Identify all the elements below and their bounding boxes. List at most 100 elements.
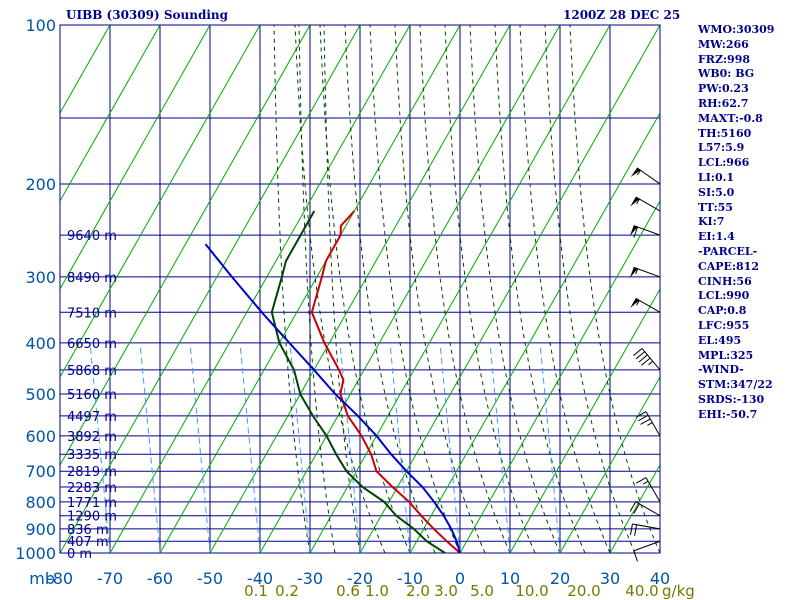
wind-barb-flag (629, 501, 637, 512)
index-item: KI:7 (698, 215, 725, 229)
wind-barb-flag (636, 411, 647, 418)
moist-adiabat-line (394, 25, 486, 553)
isotherm-line (109, 25, 411, 553)
wind-barb-pennant (630, 167, 641, 178)
temperature-tick-label: -80 (47, 569, 73, 588)
index-item: LCL:990 (698, 289, 750, 303)
wind-barb-pennant (630, 196, 640, 207)
wind-barb-flag (629, 523, 633, 536)
wind-barb-pennant (629, 225, 638, 237)
wind-barb (633, 540, 661, 562)
isotherm-line (60, 25, 261, 379)
temperature-tick-label: -60 (147, 569, 173, 588)
index-item: LFC:955 (698, 318, 750, 332)
mixing-ratio-line (239, 342, 261, 553)
parcel-trace (204, 243, 461, 553)
temperature-tick-label: 10 (500, 569, 520, 588)
wind-barb (629, 266, 661, 278)
mixing-ratio-line (539, 342, 561, 553)
index-item: MW:266 (698, 37, 749, 51)
mixing-ratio-line (439, 342, 461, 553)
isotherm-line (359, 25, 660, 553)
index-item: SRDS:-130 (698, 392, 765, 406)
index-item: -WIND- (698, 363, 744, 377)
wind-barb-half-flag (636, 198, 640, 205)
mixing-ratio-line (339, 342, 361, 553)
wind-barb-flag (633, 348, 643, 357)
mixing-ratio-tick-label: 1.0 (365, 582, 389, 600)
wind-barb (629, 225, 661, 238)
temperature-tick-label: -10 (397, 569, 423, 588)
wind-barb-flag (641, 357, 651, 366)
index-item: EHI:-50.7 (698, 407, 758, 421)
wind-barb-shaft (635, 196, 661, 212)
height-label: 6650 m (67, 337, 117, 352)
mixing-ratio-tick-label: 0.6 (336, 582, 360, 600)
observation-time: 1200Z 28 DEC 25 (563, 8, 681, 22)
height-label: 5160 m (67, 388, 117, 403)
isotherm-line (409, 111, 660, 553)
pressure-tick-label: 100 (25, 16, 56, 35)
pressure-tick-label: 200 (25, 175, 56, 194)
mixing-ratio-tick-label: 2.0 (406, 582, 430, 600)
temperature-tick-label: -20 (347, 569, 373, 588)
mixing-ratio-line (389, 342, 411, 553)
moist-adiabat-line (323, 25, 361, 553)
wind-barb-half-flag (648, 360, 654, 366)
mixing-ratio-tick-label: 40.0 (625, 582, 658, 600)
wind-barb (630, 167, 661, 185)
moist-adiabat-line (494, 25, 586, 553)
height-label: 1290 m (67, 510, 117, 525)
moist-adiabat-line (344, 25, 436, 553)
height-label: 2819 m (67, 465, 117, 480)
height-label: 7510 m (67, 306, 117, 321)
wind-barb-flag (638, 354, 648, 363)
index-item: LCL:966 (698, 156, 750, 170)
index-item: CAP:0.8 (698, 304, 747, 318)
sounding-indices-list: WMO:30309 MW:266 FRZ:998 WB0: BG PW:0.23 RH:6… (698, 23, 774, 423)
height-label: 5868 m (67, 364, 117, 379)
wind-barb-flag (633, 550, 638, 562)
index-item: FRZ:998 (698, 52, 751, 66)
isotherm-line (509, 287, 660, 553)
moist-adiabat-line (298, 25, 336, 553)
index-item: EL:495 (698, 333, 742, 347)
wind-barb-flag (638, 414, 649, 422)
wind-barb-flag (635, 351, 646, 360)
mixing-ratio-tick-label: 20.0 (567, 582, 600, 600)
wind-barb-pennant (629, 267, 638, 278)
isotherm-line (60, 25, 311, 467)
index-item: L57:5.9 (698, 141, 745, 155)
wind-barb-half-flag (643, 480, 649, 485)
isotherm-line (209, 25, 511, 553)
wind-barb (630, 196, 661, 212)
temperature-tick-label: -40 (247, 569, 273, 588)
wind-barb-flag (640, 418, 651, 425)
wind-barb-shaft (633, 540, 661, 552)
isotherm-line (259, 25, 561, 553)
pressure-tick-label: 800 (25, 493, 56, 512)
wind-barb (630, 297, 661, 313)
isotherm-line (60, 25, 161, 203)
mixing-ratio-line (289, 342, 311, 553)
index-item: CAPE:812 (698, 259, 759, 273)
moist-adiabat-line (294, 25, 386, 553)
pressure-tick-label: 1000 (15, 544, 56, 563)
wind-barb (633, 348, 661, 371)
height-label: 8490 m (67, 271, 117, 286)
isotherm-line (159, 25, 461, 553)
moist-adiabat-line (273, 25, 311, 553)
wind-barb-half-flag (636, 300, 640, 306)
wind-barb-shaft (633, 266, 661, 278)
wind-barb (629, 501, 661, 517)
height-label: 407 m (67, 535, 109, 550)
index-item: EI:1.4 (698, 230, 735, 244)
temperature-tick-label: -70 (97, 569, 123, 588)
pressure-tick-label: 700 (25, 462, 56, 481)
wind-barb-pennant (630, 298, 640, 308)
wind-barb-flag (636, 477, 647, 484)
isotherm-line (559, 375, 660, 553)
temperature-trace (310, 210, 461, 553)
station-title: UIBB (30309) Sounding (66, 8, 229, 22)
